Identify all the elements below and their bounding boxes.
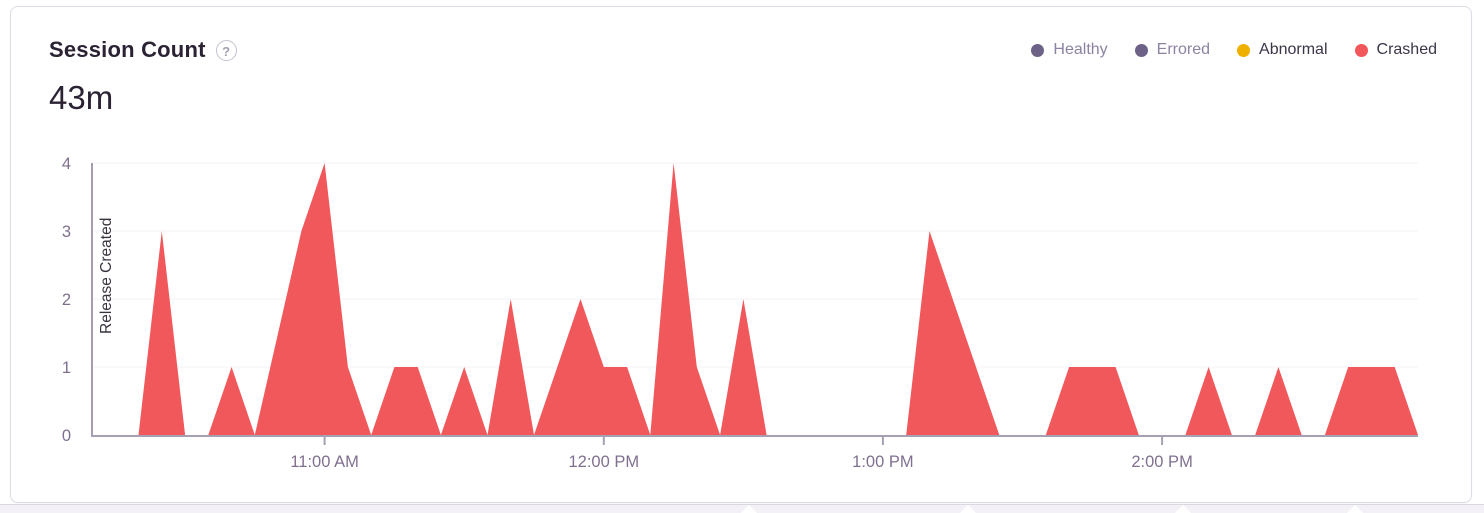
card-header: Session Count ? Healthy Errored Abnormal… xyxy=(11,7,1471,63)
x-axis-tick-label: 2:00 PM xyxy=(1131,453,1192,471)
card-notch xyxy=(741,505,757,513)
legend-label-abnormal: Abnormal xyxy=(1259,41,1328,58)
y-axis-tick-label: 0 xyxy=(62,427,71,445)
legend-item-crashed[interactable]: Crashed xyxy=(1354,41,1437,59)
x-axis-tick-label: 12:00 PM xyxy=(568,453,639,471)
card-notch xyxy=(1347,505,1363,513)
y-axis-tick-label: 2 xyxy=(62,291,71,309)
x-axis-tick-label: 11:00 AM xyxy=(290,453,359,471)
legend-label-errored: Errored xyxy=(1156,41,1211,58)
card-notch xyxy=(960,505,976,513)
page-below-cards-strip xyxy=(0,504,1484,513)
card-title: Session Count xyxy=(49,37,206,62)
y-axis-tick-label: 4 xyxy=(62,155,71,173)
area-series-crashed[interactable] xyxy=(92,163,1418,435)
y-axis-tick-label: 3 xyxy=(62,223,71,241)
session-count-total: 43m xyxy=(49,79,114,116)
card-notch xyxy=(1175,505,1191,513)
chart-legend: Healthy Errored Abnormal Crashed xyxy=(1031,41,1437,59)
legend-dot-healthy xyxy=(1031,43,1045,57)
y-axis-tick-label: 1 xyxy=(62,359,71,377)
legend-dot-errored xyxy=(1134,43,1148,57)
release-created-label: Release Created xyxy=(98,218,115,334)
title-wrap: Session Count ? xyxy=(49,37,237,63)
legend-item-healthy[interactable]: Healthy xyxy=(1031,41,1108,59)
legend-label-crashed: Crashed xyxy=(1376,41,1437,58)
legend-item-abnormal[interactable]: Abnormal xyxy=(1237,41,1328,59)
legend-dot-crashed xyxy=(1354,43,1368,57)
legend-dot-abnormal xyxy=(1237,43,1251,57)
help-icon[interactable]: ? xyxy=(215,39,237,61)
legend-label-healthy: Healthy xyxy=(1053,41,1108,58)
x-axis-tick-label: 1:00 PM xyxy=(852,453,913,471)
legend-item-errored[interactable]: Errored xyxy=(1134,41,1211,59)
